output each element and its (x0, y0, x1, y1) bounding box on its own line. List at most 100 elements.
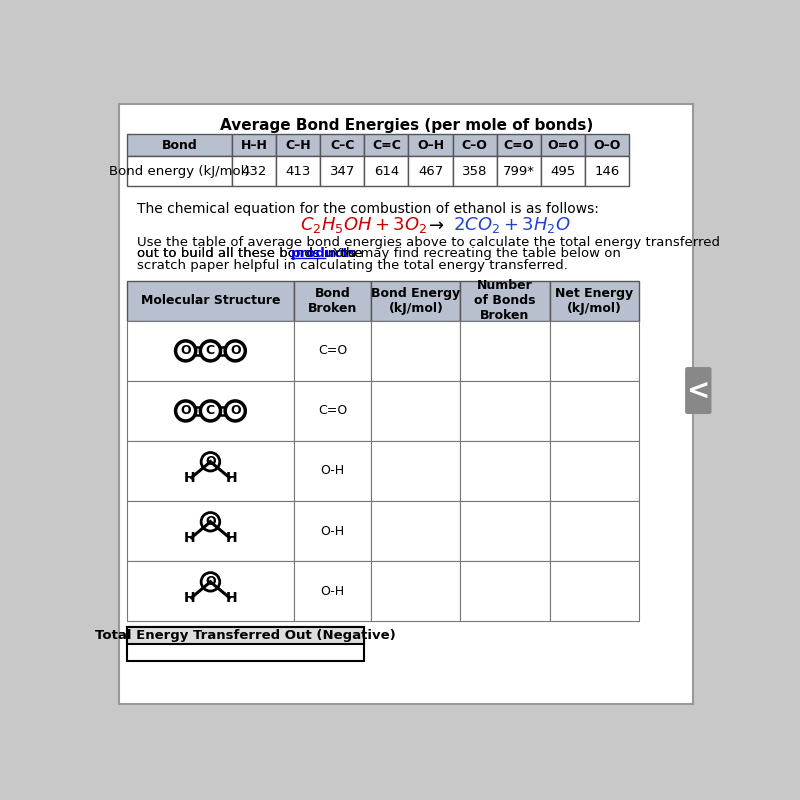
Text: 146: 146 (594, 165, 620, 178)
Text: O=O: O=O (547, 138, 579, 152)
Bar (276, 156, 320, 186)
Bar (371, 441, 460, 501)
Bar (127, 381, 294, 441)
Bar (460, 281, 550, 321)
Bar (460, 441, 550, 501)
Bar (127, 134, 232, 156)
Text: out to build all these bonds in the: out to build all these bonds in the (138, 247, 367, 260)
Text: Molecular Structure: Molecular Structure (141, 294, 280, 307)
Text: C–H: C–H (286, 138, 311, 152)
Text: H: H (183, 590, 195, 605)
Bar (371, 501, 460, 561)
Text: C=O: C=O (318, 344, 347, 358)
Bar (320, 156, 364, 186)
Text: Bond Energy
(kJ/mol): Bond Energy (kJ/mol) (371, 287, 460, 315)
Bar (550, 321, 638, 381)
Text: O–O: O–O (594, 138, 621, 152)
Bar (541, 134, 585, 156)
Bar (127, 561, 294, 621)
Text: H: H (226, 590, 238, 605)
Bar (550, 381, 638, 441)
Text: $\rightarrow$: $\rightarrow$ (425, 215, 445, 234)
Text: Net Energy
(kJ/mol): Net Energy (kJ/mol) (555, 287, 633, 315)
Text: $2CO_2 + 3H_2O$: $2CO_2 + 3H_2O$ (453, 214, 570, 234)
Text: O: O (230, 405, 241, 418)
Bar (127, 627, 363, 644)
Text: Total Energy Transferred Out (Negative): Total Energy Transferred Out (Negative) (95, 630, 396, 642)
Bar (409, 134, 453, 156)
Bar (294, 441, 371, 501)
Bar (294, 561, 371, 621)
FancyBboxPatch shape (685, 367, 711, 414)
Text: Average Bond Energies (per mole of bonds): Average Bond Energies (per mole of bonds… (219, 118, 593, 133)
Text: 467: 467 (418, 165, 443, 178)
Text: Use the table of average bond energies above to calculate the total energy trans: Use the table of average bond energies a… (138, 236, 720, 249)
Text: 614: 614 (374, 165, 399, 178)
Bar (364, 156, 409, 186)
Bar (460, 501, 550, 561)
Bar (550, 441, 638, 501)
Bar (127, 321, 294, 381)
Bar (294, 321, 371, 381)
Bar (294, 281, 371, 321)
Text: C=O: C=O (504, 138, 534, 152)
Bar (409, 156, 453, 186)
Bar (585, 156, 630, 186)
Bar (497, 134, 541, 156)
Text: $C_2H_5OH + 3O_2$: $C_2H_5OH + 3O_2$ (300, 214, 427, 234)
Text: Number
of Bonds
Broken: Number of Bonds Broken (474, 279, 536, 322)
Text: O–H: O–H (417, 138, 444, 152)
Text: out to build all these bonds in the: out to build all these bonds in the (138, 247, 367, 260)
Text: 347: 347 (330, 165, 355, 178)
Bar (550, 561, 638, 621)
Text: O: O (180, 344, 191, 358)
Text: 799*: 799* (503, 165, 535, 178)
Bar (276, 134, 320, 156)
Text: C–O: C–O (462, 138, 488, 152)
Bar (294, 381, 371, 441)
Text: Bond: Bond (162, 138, 198, 152)
Bar (460, 321, 550, 381)
Bar (460, 561, 550, 621)
Text: Bond energy (kJ/mol): Bond energy (kJ/mol) (109, 165, 250, 178)
Text: 413: 413 (286, 165, 310, 178)
Text: O: O (180, 405, 191, 418)
Bar (364, 134, 409, 156)
Text: H: H (183, 530, 195, 545)
Text: The chemical equation for the combustion of ethanol is as follows:: The chemical equation for the combustion… (138, 202, 599, 216)
Bar (127, 441, 294, 501)
Text: scratch paper helpful in calculating the total energy transferred.: scratch paper helpful in calculating the… (138, 259, 568, 272)
Text: O-H: O-H (321, 585, 345, 598)
Text: O: O (230, 344, 241, 358)
Text: C: C (206, 344, 215, 358)
Bar (550, 501, 638, 561)
Text: H: H (183, 470, 195, 485)
Text: 432: 432 (241, 165, 266, 178)
Text: O: O (205, 515, 216, 528)
Bar (460, 381, 550, 441)
Bar (127, 501, 294, 561)
Text: Bond
Broken: Bond Broken (308, 287, 357, 315)
Text: 495: 495 (550, 165, 576, 178)
Text: C–C: C–C (330, 138, 354, 152)
Bar (497, 156, 541, 186)
Bar (550, 281, 638, 321)
Text: 358: 358 (462, 165, 487, 178)
Text: . You may find recreating the table below on: . You may find recreating the table belo… (326, 247, 622, 260)
Text: O-H: O-H (321, 525, 345, 538)
Text: O-H: O-H (321, 465, 345, 478)
Bar (453, 134, 497, 156)
Text: products: products (291, 247, 358, 260)
Text: O: O (205, 575, 216, 588)
Bar (453, 156, 497, 186)
Text: H: H (226, 530, 238, 545)
Bar (127, 156, 232, 186)
Text: <: < (686, 377, 710, 405)
Bar (371, 321, 460, 381)
Bar (127, 627, 363, 661)
Bar (585, 134, 630, 156)
Bar (294, 501, 371, 561)
Text: H: H (226, 470, 238, 485)
Text: C: C (206, 405, 215, 418)
Bar (320, 134, 364, 156)
